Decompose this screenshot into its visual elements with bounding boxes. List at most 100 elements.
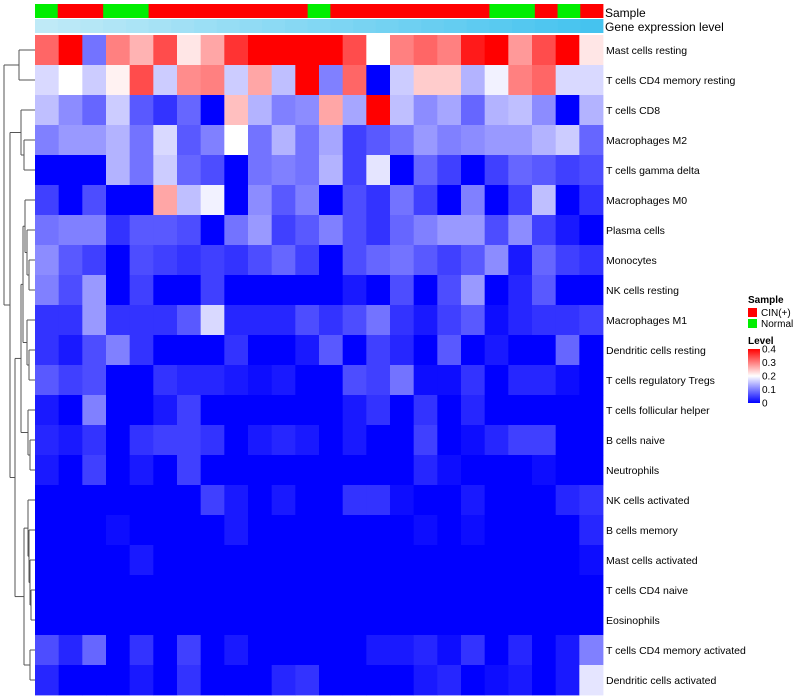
heatmap-cell: [437, 305, 462, 336]
heatmap-cell: [106, 275, 131, 306]
heatmap-cell: [319, 545, 344, 576]
heatmap-cell: [248, 545, 273, 576]
heatmap-cell: [35, 485, 60, 516]
heatmap-cell: [390, 635, 415, 666]
heatmap-cell: [484, 215, 509, 246]
heatmap-cell: [366, 335, 391, 366]
heatmap-cell: [153, 155, 178, 186]
heatmap-cell: [508, 125, 533, 156]
heatmap-cell: [508, 365, 533, 396]
row-label: Mast cells activated: [606, 555, 698, 567]
heatmap-cell: [508, 95, 533, 126]
heatmap-cell: [390, 275, 415, 306]
gene-expression-annotation-bar: [35, 19, 604, 33]
heatmap-cell: [461, 425, 486, 456]
heatmap-cell: [532, 515, 557, 546]
heatmap-cell: [461, 665, 486, 696]
heatmap-cell: [271, 455, 296, 486]
heatmap-cell: [366, 185, 391, 216]
heatmap-cell: [224, 545, 249, 576]
heatmap-cell: [295, 635, 320, 666]
sample-annotation-cell: [194, 4, 218, 18]
heatmap-cell: [271, 335, 296, 366]
heatmap-cell: [129, 455, 154, 486]
sample-annotation-cell: [57, 4, 81, 18]
heatmap-cell: [319, 155, 344, 186]
heatmap-cell: [555, 545, 580, 576]
heatmap-cell: [295, 575, 320, 606]
heatmap-cell: [532, 455, 557, 486]
heatmap-cell: [461, 155, 486, 186]
heatmap-cell: [35, 275, 60, 306]
gene-expression-annotation-cell: [512, 19, 536, 33]
heatmap-cell: [35, 425, 60, 456]
heatmap-cell: [508, 275, 533, 306]
heatmap-cell: [224, 515, 249, 546]
heatmap-cell: [555, 515, 580, 546]
heatmap-cell: [342, 155, 367, 186]
heatmap-cell: [342, 275, 367, 306]
heatmap-cell: [177, 125, 202, 156]
heatmap-cell: [319, 335, 344, 366]
heatmap-cell: [58, 125, 83, 156]
heatmap-cell: [129, 605, 154, 636]
heatmap-cell: [319, 95, 344, 126]
sample-annotation-cell: [557, 4, 581, 18]
heatmap-cell: [366, 275, 391, 306]
sample-annotation-cell: [171, 4, 195, 18]
heatmap-cell: [484, 665, 509, 696]
heatmap-cell: [248, 365, 273, 396]
heatmap-cell: [224, 605, 249, 636]
sample-annotation-cell: [375, 4, 399, 18]
heatmap-cell: [508, 605, 533, 636]
heatmap-cell: [413, 275, 438, 306]
heatmap-cell: [129, 35, 154, 66]
heatmap-cell: [35, 395, 60, 426]
heatmap-cell: [342, 245, 367, 276]
heatmap-cell: [82, 515, 107, 546]
heatmap-cell: [413, 245, 438, 276]
heatmap-cell: [82, 395, 107, 426]
row-label: Macrophages M2: [606, 135, 687, 147]
heatmap-cell: [248, 65, 273, 96]
heatmap-cell: [366, 125, 391, 156]
heatmap-cell: [106, 545, 131, 576]
heatmap-cell: [461, 485, 486, 516]
heatmap-cell: [579, 245, 604, 276]
heatmap-cell: [342, 35, 367, 66]
heatmap-cell: [508, 245, 533, 276]
heatmap-cell: [532, 425, 557, 456]
heatmap-cell: [129, 245, 154, 276]
heatmap-cell: [106, 425, 131, 456]
heatmap-cell: [555, 95, 580, 126]
heatmap-cell: [413, 425, 438, 456]
gene-expression-annotation-cell: [284, 19, 309, 33]
gene-expression-annotation-cell: [103, 19, 127, 33]
heatmap-cell: [177, 185, 202, 216]
heatmap-cell: [295, 485, 320, 516]
heatmap-cell: [153, 635, 178, 666]
heatmap-cell: [106, 575, 131, 606]
heatmap-cell: [271, 185, 296, 216]
heatmap-cell: [248, 185, 273, 216]
heatmap-cell: [532, 485, 557, 516]
heatmap-cell: [461, 635, 486, 666]
heatmap-cell: [413, 545, 438, 576]
heatmap-cell: [153, 425, 178, 456]
heatmap-cell: [224, 95, 249, 126]
heatmap-cell: [129, 275, 154, 306]
heatmap-cell: [177, 335, 202, 366]
heatmap-cell: [82, 425, 107, 456]
heatmap-cell: [484, 95, 509, 126]
heatmap-cell: [224, 35, 249, 66]
heatmap-cell: [153, 275, 178, 306]
sample-annotation-cell: [284, 4, 309, 18]
heatmap-cell: [461, 515, 486, 546]
heatmap-cell: [58, 365, 83, 396]
heatmap-cell: [106, 605, 131, 636]
heatmap-cell: [200, 155, 225, 186]
heatmap-cell: [58, 155, 83, 186]
heatmap-cell: [58, 605, 83, 636]
heatmap-cell: [484, 185, 509, 216]
heatmap-cell: [342, 425, 367, 456]
